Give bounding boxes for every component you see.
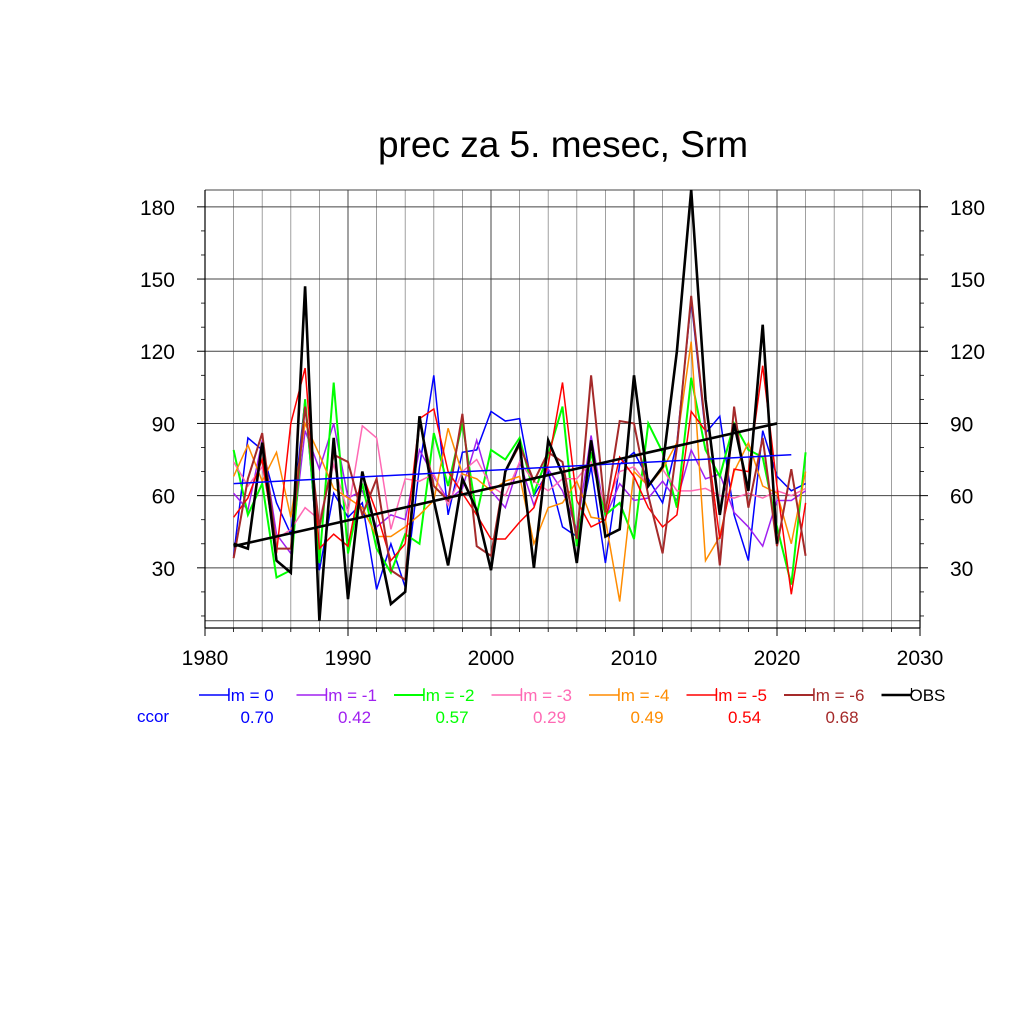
ccor-value: 0.57: [435, 708, 468, 727]
y-tick-label: 150: [140, 269, 175, 292]
y-tick-label-right: 120: [950, 341, 985, 364]
grid-lines: [205, 189, 920, 628]
y-tick-label: 120: [140, 341, 175, 364]
ccor-value: 0.68: [825, 708, 858, 727]
series-line-obs: [233, 189, 779, 621]
ccor-value: 0.54: [728, 708, 761, 727]
y-tick-label: 30: [152, 558, 175, 581]
legend-label: OBS: [910, 686, 946, 705]
ccor-value: 0.70: [240, 708, 273, 727]
legend-label: lm = 0: [227, 686, 274, 705]
legend-label: lm = -1: [325, 686, 377, 705]
legend-label: lm = -3: [520, 686, 572, 705]
x-tick-label: 2030: [897, 647, 944, 670]
legend: ccor lm = 0 0.70 lm = -1 0.42 lm = -2 0.57 lm =…: [137, 686, 945, 727]
y-tick-label-right: 90: [950, 413, 973, 436]
x-tick-label: 2020: [754, 647, 801, 670]
y-tick-label-right: 60: [950, 486, 973, 509]
x-tick-label: 2000: [468, 647, 515, 670]
y-tick-label: 90: [152, 413, 175, 436]
x-tick-label: 2010: [611, 647, 658, 670]
ccor-value: 0.29: [533, 708, 566, 727]
axes-frame: [197, 190, 928, 636]
trend-line-lm-0: [233, 453, 792, 485]
legend-label: lm = -2: [422, 686, 474, 705]
x-tick-label: 1990: [325, 647, 372, 670]
x-tick-label: 1980: [182, 647, 229, 670]
legend-label: lm = -6: [812, 686, 864, 705]
y-tick-label-right: 150: [950, 269, 985, 292]
legend-label: lm = -4: [617, 686, 669, 705]
y-tick-label-right: 180: [950, 197, 985, 220]
y-tick-label: 180: [140, 197, 175, 220]
y-tick-label: 60: [152, 486, 175, 509]
ccor-value: 0.49: [630, 708, 663, 727]
ccor-value: 0.42: [338, 708, 371, 727]
trend-lines: [233, 422, 792, 548]
trend-line-obs: [233, 422, 778, 548]
y-tick-label-right: 30: [950, 558, 973, 581]
ccor-label: ccor: [137, 707, 169, 726]
tick-labels: 30 30 60 60 90 90 120 120 150 150 180 180 1980 1990 20…: [140, 197, 985, 670]
chart-title: prec za 5. mesec, Srm: [378, 124, 748, 165]
legend-label: lm = -5: [715, 686, 767, 705]
